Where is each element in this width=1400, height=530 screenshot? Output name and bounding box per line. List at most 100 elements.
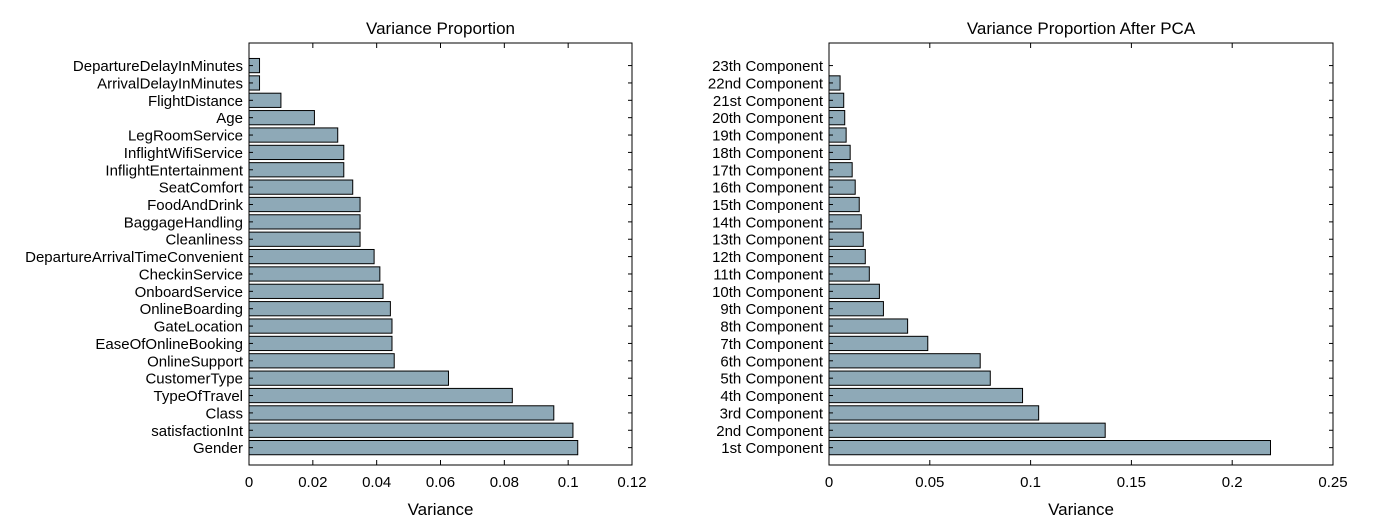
y-tick-label: OnlineBoarding [140, 301, 243, 318]
chart-title-2: Variance Proportion After PCA [967, 19, 1196, 38]
x-tick-label: 0.02 [298, 474, 327, 491]
bar [248, 179, 354, 195]
x-tick-label: 0 [245, 474, 253, 491]
bar [248, 266, 381, 282]
y-tick-label: BaggageHandling [124, 214, 243, 231]
bar [828, 248, 866, 265]
bar [828, 335, 929, 352]
y-tick-label: CustomerType [145, 371, 243, 388]
bar [828, 214, 862, 230]
y-tick-label: 9th Component [720, 301, 823, 318]
bar [828, 422, 1106, 438]
x-tick-label: 0.05 [915, 474, 944, 491]
chart-panel-2: Variance Proportion After PCA 1st Compone… [708, 19, 1348, 519]
bar [828, 440, 1271, 456]
x-axis-label-1: Variance [408, 500, 474, 519]
bar [248, 196, 361, 213]
y-tick-label: 23th Component [712, 58, 824, 75]
x-tick-label: 0.25 [1318, 474, 1347, 491]
y-tick-label: LegRoomService [128, 128, 243, 145]
y-tick-label: TypeOfTravel [154, 388, 243, 405]
y-tick-label: ArrivalDelayInMinutes [97, 75, 243, 92]
y-tick-label: 18th Component [712, 145, 824, 162]
x-tick-label: 0 [825, 474, 833, 491]
x-tick-label: 0.2 [1222, 474, 1243, 491]
bar [828, 266, 870, 282]
x-tick-label: 0.08 [490, 474, 519, 491]
bar [248, 214, 361, 230]
y-tick-label: Age [216, 110, 243, 127]
x-tick-label: 0.04 [362, 474, 391, 491]
y-tick-label: 19th Component [712, 128, 824, 145]
bar [828, 283, 880, 299]
y-tick-label: 4th Component [720, 388, 823, 405]
chart-title-1: Variance Proportion [366, 19, 515, 38]
y-tick-label: 6th Component [720, 353, 823, 370]
x-axis-label-2: Variance [1048, 500, 1114, 519]
y-tick-label: 14th Component [712, 214, 824, 231]
y-tick-label: satisfactionInt [151, 423, 244, 440]
bar [248, 422, 574, 438]
bar [248, 440, 579, 456]
chart-panel-1: Variance Proportion GendersatisfactionInt… [25, 19, 646, 519]
bar [828, 405, 1040, 421]
y-tick-label: 17th Component [712, 162, 824, 179]
x-tick-label: 0.06 [426, 474, 455, 491]
y-tick-label: 7th Component [720, 336, 823, 353]
y-tick-label: Class [205, 405, 243, 422]
bar [248, 127, 339, 143]
y-tick-label: FoodAndDrink [147, 197, 243, 214]
y-tick-label: 15th Component [712, 197, 824, 214]
y-tick-label: 3rd Component [720, 405, 824, 422]
bar [828, 301, 884, 317]
bar [248, 92, 282, 108]
x-tick-label: 0.12 [617, 474, 646, 491]
y-tick-label: InflightWifiService [124, 145, 243, 162]
bar [248, 387, 513, 404]
y-tick-label: 12th Component [712, 249, 824, 266]
bar [248, 318, 393, 334]
y-tick-label: 2nd Component [716, 423, 824, 440]
y-tick-label: DepartureDelayInMinutes [73, 58, 243, 75]
bar [828, 231, 864, 247]
bar [248, 283, 384, 299]
y-tick-label: InflightEntertainment [105, 162, 243, 179]
y-tick-label: CheckinService [139, 266, 243, 283]
bar [828, 387, 1024, 404]
y-tick-label: OnboardService [135, 284, 243, 301]
y-tick-label: Gender [193, 440, 243, 457]
y-tick-label: 13th Component [712, 232, 824, 249]
y-tick-label: 16th Component [712, 180, 824, 197]
bar [248, 231, 361, 247]
y-tick-label: 5th Component [720, 371, 823, 388]
bar [248, 301, 391, 317]
y-tick-label: 22nd Component [708, 75, 824, 92]
y-tick-label: SeatComfort [159, 180, 244, 197]
y-tick-label: EaseOfOnlineBooking [95, 336, 243, 353]
y-tick-label: 8th Component [720, 319, 823, 336]
bar [248, 110, 315, 126]
bar [248, 144, 345, 161]
plot-frame [828, 42, 1334, 466]
bar [248, 405, 555, 421]
y-tick-label: 1st Component [721, 440, 824, 457]
bar [248, 162, 345, 178]
bar [248, 248, 375, 265]
y-tick-label: DepartureArrivalTimeConvenient [25, 249, 244, 266]
y-tick-label: FlightDistance [148, 93, 243, 110]
y-tick-label: 21st Component [713, 93, 824, 110]
y-tick-label: 20th Component [712, 110, 824, 127]
x-tick-label: 0.15 [1117, 474, 1146, 491]
y-tick-label: OnlineSupport [147, 353, 244, 370]
bar [828, 353, 981, 369]
bar [828, 318, 909, 334]
bar [828, 196, 860, 213]
y-tick-label: GateLocation [154, 319, 243, 336]
x-tick-label: 0.1 [1020, 474, 1041, 491]
bar [248, 370, 449, 386]
bar [248, 353, 395, 369]
y-tick-label: 10th Component [712, 284, 824, 301]
bar [248, 335, 393, 352]
